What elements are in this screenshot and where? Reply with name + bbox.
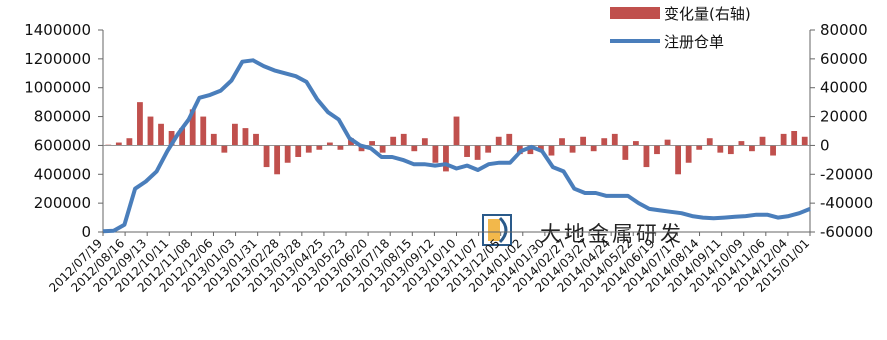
right-axis-ticks: 80000 60000 40000 20000 0 -20000 -40000 -60000: [810, 21, 873, 241]
change-bar: [474, 145, 481, 160]
change-bar: [263, 145, 270, 168]
change-bar: [654, 145, 660, 155]
change-bar: [548, 145, 555, 156]
change-bar: [221, 145, 228, 153]
change-bar: [738, 141, 745, 146]
left-tick-label: 600000: [34, 136, 91, 154]
change-bar: [379, 145, 386, 153]
change-bar: [538, 145, 544, 152]
right-tick-label: -40000: [820, 194, 873, 212]
change-bar: [622, 145, 629, 160]
change-bar: [443, 145, 449, 172]
right-tick-label: -20000: [820, 165, 873, 183]
change-bar: [791, 131, 798, 146]
change-bar: [242, 128, 249, 146]
change-bar: [717, 145, 724, 153]
change-bar: [527, 145, 534, 155]
change-bar: [506, 133, 513, 146]
change-bar: [495, 136, 502, 146]
right-tick-label: 0: [820, 136, 830, 154]
left-tick-label: 1000000: [24, 79, 91, 97]
change-bar: [337, 145, 344, 150]
watermark-text: 大地金属研发: [540, 222, 684, 246]
change-bar: [316, 145, 323, 150]
change-bar: [601, 138, 608, 146]
bars-layer: [105, 102, 808, 175]
change-bar: [305, 145, 312, 153]
right-tick-label: -60000: [820, 223, 873, 241]
change-bar: [179, 128, 186, 146]
change-bar: [390, 136, 397, 146]
change-bar: [590, 145, 597, 152]
change-bar: [485, 145, 492, 153]
change-bar: [274, 145, 281, 175]
legend-line-label: 注册仓单: [664, 33, 724, 51]
change-bar: [168, 131, 175, 146]
change-bar: [580, 136, 587, 146]
change-bar: [421, 138, 428, 146]
change-bar: [158, 123, 164, 146]
change-bar: [126, 138, 133, 146]
company-logo-icon: [482, 214, 512, 246]
change-bar: [326, 142, 333, 146]
left-axis-ticks: 1400000 1200000 1000000 800000 600000 400000 2…: [24, 21, 103, 241]
change-bar: [569, 145, 576, 153]
change-bar: [685, 145, 692, 163]
change-bar: [611, 133, 618, 146]
change-bar: [759, 136, 766, 146]
change-bar: [411, 145, 418, 152]
change-bar: [400, 133, 407, 146]
change-bar: [664, 139, 671, 146]
change-bar: [369, 141, 375, 146]
change-bar: [358, 145, 365, 152]
registered-warrant-line: [102, 58, 811, 234]
change-bar: [189, 109, 196, 146]
change-bar: [727, 145, 734, 155]
right-tick-label: 80000: [820, 21, 868, 39]
change-bar: [348, 138, 354, 146]
change-bar: [147, 116, 154, 146]
left-tick-label: 800000: [34, 108, 91, 126]
change-bar: [210, 133, 217, 146]
change-bar: [432, 145, 439, 163]
right-tick-label: 40000: [820, 79, 868, 97]
change-bar: [749, 145, 755, 152]
change-bar: [801, 136, 808, 146]
change-bar: [464, 145, 470, 157]
left-tick-label: 400000: [34, 165, 91, 183]
change-bar: [284, 145, 291, 163]
right-tick-label: 20000: [820, 108, 868, 126]
change-bar: [632, 141, 639, 146]
change-bar: [643, 145, 650, 168]
left-tick-label: 200000: [34, 194, 91, 212]
change-bar: [770, 145, 776, 156]
change-bar: [675, 145, 681, 175]
change-bar: [200, 116, 207, 146]
change-bar: [559, 138, 565, 146]
line-layer: [102, 58, 811, 234]
legend: 变化量(右轴) 注册仓单: [610, 5, 751, 51]
change-bar: [295, 145, 302, 157]
change-bar: [453, 116, 460, 146]
change-bar: [696, 145, 703, 150]
change-bar: [253, 133, 259, 146]
x-axis-ticks: 2012/07/192012/08/162012/09/132012/10/11…: [46, 232, 812, 295]
left-tick-label: 0: [81, 223, 91, 241]
legend-bar-label: 变化量(右轴): [664, 5, 751, 23]
change-bar: [706, 138, 713, 146]
left-tick-label: 1400000: [24, 21, 91, 39]
change-bar: [780, 133, 787, 146]
change-bar: [137, 102, 143, 146]
left-tick-label: 1200000: [24, 50, 91, 68]
change-bar: [232, 123, 238, 146]
right-tick-label: 60000: [820, 50, 868, 68]
change-bar: [115, 142, 122, 146]
legend-bar-swatch: [610, 7, 660, 19]
